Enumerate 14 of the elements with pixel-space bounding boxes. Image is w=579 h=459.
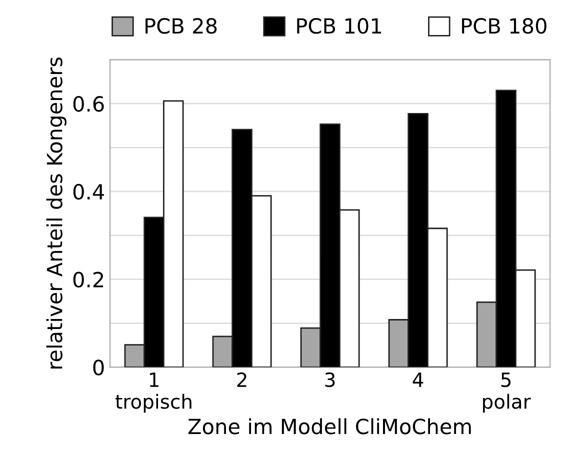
legend-label: PCB 28 bbox=[146, 18, 217, 34]
x-tick-label: 3 bbox=[325, 372, 335, 388]
x-tick-label: 2 bbox=[237, 372, 246, 387]
y-tick-label: 0 bbox=[93, 360, 104, 376]
x-tick-label: 5 polar bbox=[483, 372, 531, 413]
y-tick-label: 0.2 bbox=[73, 272, 104, 288]
legend-label: PCB 101 bbox=[297, 18, 381, 34]
y-tick-label: 0.4 bbox=[73, 184, 104, 200]
y-axis-title: relativer Anteil des Kongeners bbox=[46, 57, 66, 369]
x-axis-title: Zone im Modell CliMoChem bbox=[188, 418, 471, 434]
x-tick-label: 4 bbox=[412, 372, 424, 387]
x-tick-label: 1 tropisch bbox=[116, 372, 192, 413]
y-tick-label: 0.6 bbox=[73, 96, 104, 112]
legend-label: PCB 180 bbox=[462, 18, 546, 34]
